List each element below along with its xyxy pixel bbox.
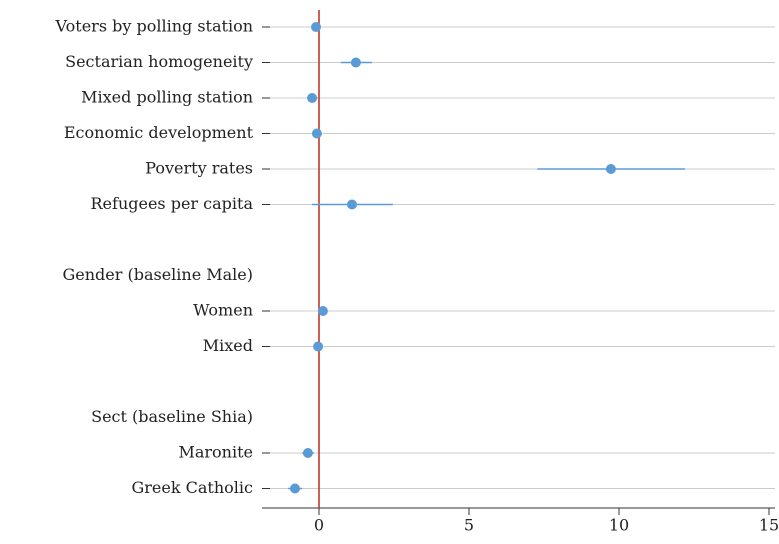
point (347, 199, 357, 210)
y-tick-label: Economic development (64, 123, 254, 142)
point (313, 341, 324, 352)
y-tick-label: Mixed (203, 336, 253, 355)
point (311, 128, 322, 139)
x-tick-label: 5 (464, 516, 474, 535)
x-tick-label: 0 (314, 516, 324, 535)
y-tick-label: Refugees per capita (91, 194, 254, 213)
point (350, 57, 361, 68)
y-tick-label: Mixed polling station (81, 88, 253, 107)
group-header: Gender (baseline Male) (62, 265, 253, 284)
point (290, 483, 300, 494)
y-tick-label: Voters by polling station (55, 17, 253, 36)
y-tick-label: Poverty rates (145, 159, 253, 178)
x-tick-label: 10 (609, 516, 629, 535)
y-tick-label: Sectarian homogeneity (65, 52, 253, 71)
group-header: Sect (baseline Shia) (91, 407, 253, 426)
point (307, 93, 318, 103)
point (317, 306, 328, 316)
point (302, 448, 313, 458)
point (605, 164, 616, 174)
x-tick-label: 15 (759, 516, 779, 535)
y-tick-label: Greek Catholic (132, 478, 254, 497)
y-tick-label: Maronite (178, 443, 253, 462)
point (311, 22, 321, 32)
y-tick-label: Women (193, 301, 253, 320)
